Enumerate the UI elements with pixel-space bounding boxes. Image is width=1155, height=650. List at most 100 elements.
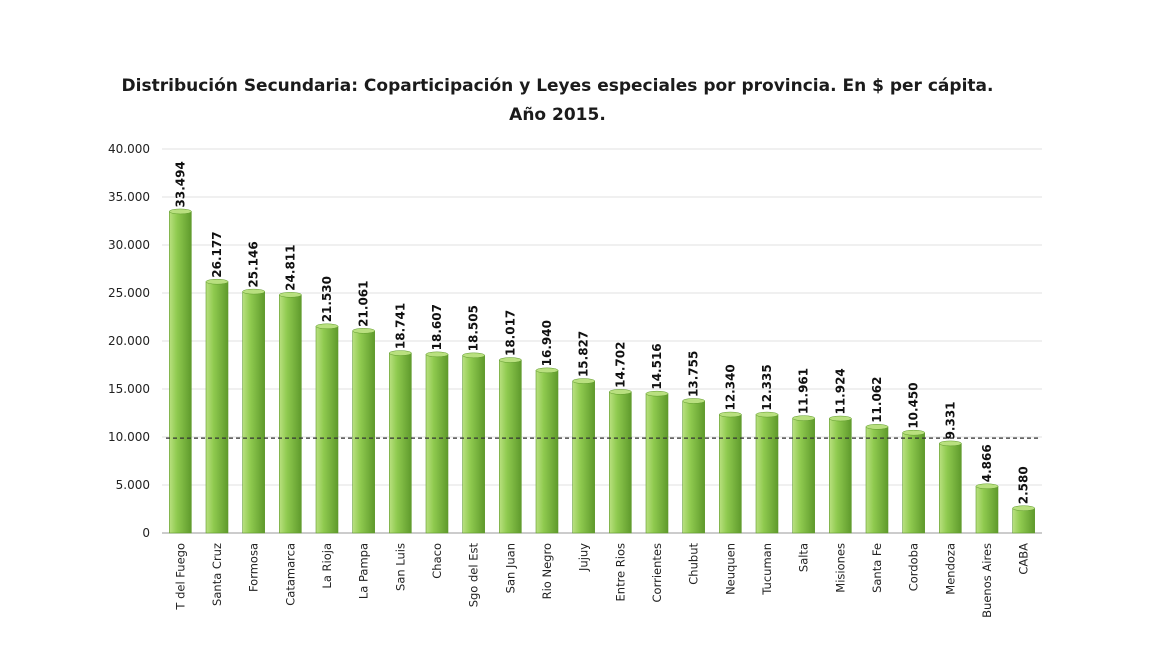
category-label: Mendoza xyxy=(943,543,957,595)
y-tick-label: 40.000 xyxy=(108,142,150,156)
chart-title-line1: Distribución Secundaria: Coparticipación… xyxy=(121,76,994,96)
bars xyxy=(169,208,1035,534)
bar-top xyxy=(975,483,999,490)
data-label: 11.924 xyxy=(833,368,847,414)
category-label: La Rioja xyxy=(320,543,334,589)
bar-top xyxy=(682,398,705,404)
category-label: Corrientes xyxy=(650,543,664,602)
bar-top xyxy=(389,350,412,356)
data-labels: 33.494 26.177 25.146 24.811 21.530 21.061 18.7… xyxy=(173,161,1030,504)
bar xyxy=(315,326,339,534)
category-label: Entre Rios xyxy=(613,543,627,601)
chart-subtitle: Año 2015. xyxy=(509,105,606,125)
data-label: 26.177 xyxy=(210,231,224,277)
category-label: Tucuman xyxy=(760,543,774,596)
data-label: 16.940 xyxy=(540,320,554,366)
bar-top xyxy=(425,351,449,358)
bar-top xyxy=(315,323,339,330)
category-label: T del Fuego xyxy=(173,543,187,611)
bar-top xyxy=(792,415,815,421)
bar xyxy=(865,426,889,534)
x-axis-categories: T del Fuego Santa Cruz Formosa Catamarca La … xyxy=(173,543,1030,618)
bar xyxy=(169,211,192,534)
data-label: 15.827 xyxy=(577,331,591,377)
data-label: 13.755 xyxy=(687,351,701,397)
category-label: San Luis xyxy=(393,543,407,591)
data-label: 14.516 xyxy=(650,343,664,389)
category-label: Misiones xyxy=(833,543,847,593)
bar xyxy=(645,393,669,534)
data-label: 2.580 xyxy=(1017,466,1031,504)
data-label: 11.961 xyxy=(797,368,811,414)
category-label: CABA xyxy=(1017,543,1031,575)
bar-top xyxy=(462,352,485,359)
bar-top xyxy=(205,278,229,285)
data-label: 4.866 xyxy=(980,444,994,482)
bar-top xyxy=(939,440,962,447)
bar xyxy=(939,443,962,534)
y-tick-label: 25.000 xyxy=(108,286,150,300)
y-tick-label: 5.000 xyxy=(116,478,150,492)
bar-top xyxy=(609,389,632,395)
bar-top xyxy=(499,357,522,363)
category-label: Jujuy xyxy=(577,543,591,572)
category-label: Neuquen xyxy=(723,543,737,595)
bar xyxy=(279,294,302,534)
data-label: 24.811 xyxy=(283,245,297,291)
chart-title: Distribución Secundaria: Coparticipación… xyxy=(0,72,1115,130)
data-label: 25.146 xyxy=(247,241,261,287)
bar-top xyxy=(1012,505,1035,511)
gridlines xyxy=(162,148,1042,486)
data-label: 14.702 xyxy=(613,342,627,388)
data-label: 12.335 xyxy=(760,364,774,410)
bar xyxy=(572,380,595,534)
bar xyxy=(352,330,375,534)
bar xyxy=(242,291,265,534)
bar-top xyxy=(755,411,779,418)
category-label: Salta xyxy=(797,543,811,572)
category-label: Santa Cruz xyxy=(210,543,224,606)
category-label: Santa Fe xyxy=(870,543,884,593)
bar-top xyxy=(829,415,852,422)
bar-top xyxy=(242,288,265,295)
data-label: 21.530 xyxy=(320,276,334,322)
bar xyxy=(829,418,852,534)
category-label: Formosa xyxy=(247,543,261,592)
bar xyxy=(205,281,229,534)
bar xyxy=(755,414,779,534)
data-label: 12.340 xyxy=(723,364,737,410)
y-tick-label: 0 xyxy=(142,526,150,540)
category-label: Cordoba xyxy=(907,543,921,591)
bar xyxy=(499,359,522,534)
category-label: San Juan xyxy=(503,543,517,593)
category-label: Buenos Aires xyxy=(980,543,994,618)
bar xyxy=(902,432,925,534)
bar-top xyxy=(572,378,595,384)
bar xyxy=(1012,507,1035,534)
category-label: Catamarca xyxy=(283,543,297,606)
category-label: Rio Negro xyxy=(540,543,554,599)
bar-top xyxy=(719,411,742,418)
bar-top xyxy=(169,208,192,215)
bar-top xyxy=(645,390,669,397)
bar xyxy=(975,485,999,534)
bar xyxy=(425,354,449,534)
bar xyxy=(389,352,412,534)
data-label: 9.331 xyxy=(943,401,957,439)
bar xyxy=(719,414,742,534)
data-label: 18.741 xyxy=(393,303,407,349)
data-label: 10.450 xyxy=(907,382,921,428)
data-label: 21.061 xyxy=(357,281,371,327)
bar xyxy=(792,417,815,534)
bar-top xyxy=(352,328,375,334)
bar xyxy=(609,391,632,534)
y-tick-label: 20.000 xyxy=(108,334,150,348)
bar-top xyxy=(865,424,889,430)
bar-top xyxy=(902,429,925,436)
category-label: Chubut xyxy=(687,543,701,585)
bar-top xyxy=(535,367,559,374)
y-tick-label: 30.000 xyxy=(108,238,150,252)
bar xyxy=(682,400,705,534)
bar xyxy=(535,370,559,534)
